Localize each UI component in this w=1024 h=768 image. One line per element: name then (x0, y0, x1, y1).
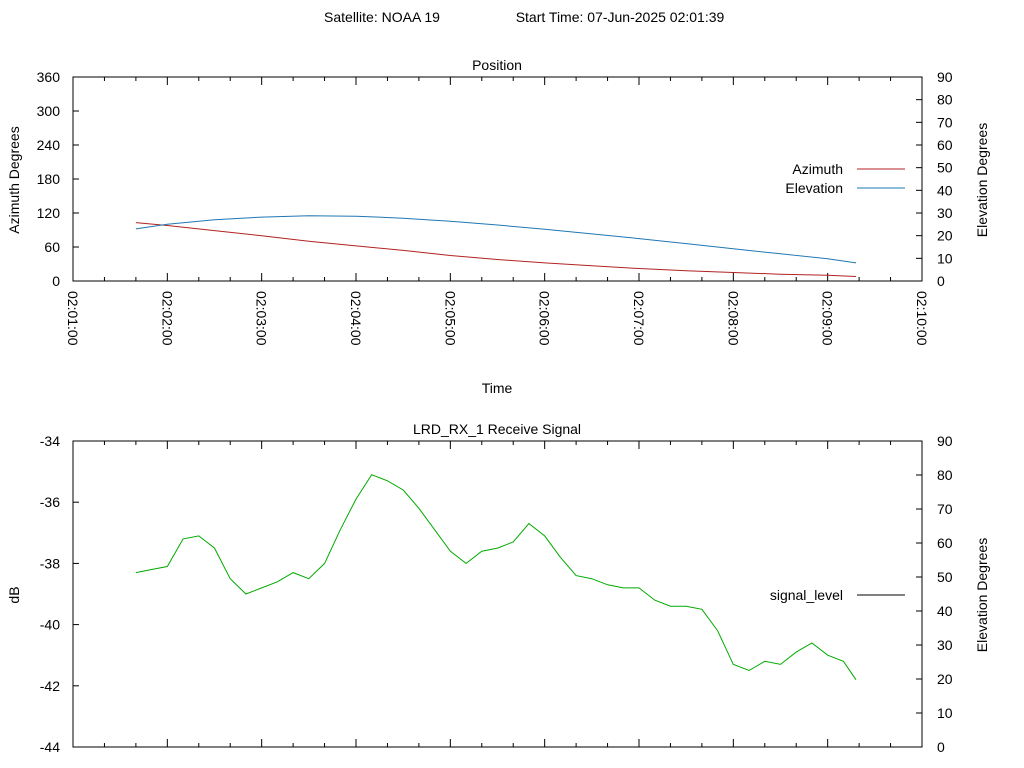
series-line-elevation (135, 215, 857, 264)
start-time-label: Start Time: 07-Jun-2025 02:01:39 (516, 9, 725, 25)
y-tick-label: -44 (40, 739, 60, 755)
signal-chart: LRD_RX_1 Receive Signal -44-42-40-38-36-… (6, 421, 990, 755)
position-title: Position (472, 57, 522, 73)
y-tick-label: -36 (40, 494, 60, 510)
y2-tick-label: 20 (937, 228, 953, 244)
y2-tick-label: 80 (937, 92, 953, 108)
x-tick-label: 02:03:00 (254, 291, 270, 346)
y2-tick-label: 50 (937, 569, 953, 585)
position-axis-ticks: 0 60 120 180 240 300 360 0 10 20 30 40 50 60 70 80 90 02:… (37, 69, 953, 346)
y2-tick-label: 20 (937, 671, 953, 687)
y-tick-label: -40 (40, 617, 60, 633)
y2-tick-label: 90 (937, 433, 953, 449)
signal-ylabel: dB (6, 586, 22, 603)
position-series-lines (135, 215, 857, 277)
legend-elevation-label: Elevation (785, 180, 843, 196)
signal-y2label: Elevation Degrees (974, 538, 990, 652)
y2-tick-label: 60 (937, 137, 953, 153)
y-tick-label: 0 (52, 273, 60, 289)
position-legend: Azimuth Elevation (785, 161, 905, 196)
y2-tick-label: 30 (937, 637, 953, 653)
x-tick-label: 02:01:00 (65, 291, 81, 346)
y-tick-label: -38 (40, 555, 60, 571)
position-plot-frame (72, 76, 923, 282)
y-tick-label: 120 (37, 205, 61, 221)
legend-azimuth-label: Azimuth (792, 161, 843, 177)
y-tick-label: 60 (44, 239, 60, 255)
signal-plot-frame (72, 440, 923, 748)
y-tick-label: -34 (40, 433, 60, 449)
satellite-label: Satellite: NOAA 19 (324, 9, 440, 25)
y-tick-label: 300 (37, 103, 61, 119)
y2-tick-label: 90 (937, 69, 953, 85)
y2-tick-label: 30 (937, 205, 953, 221)
y-tick-label: -42 (40, 678, 60, 694)
signal-legend: signal_level (770, 587, 905, 603)
y-tick-label: 240 (37, 137, 61, 153)
x-tick-label: 02:02:00 (159, 291, 175, 346)
position-ylabel: Azimuth Degrees (6, 126, 22, 233)
x-tick-label: 02:08:00 (725, 291, 741, 346)
legend-signal-label: signal_level (770, 587, 843, 603)
y2-tick-label: 10 (937, 250, 953, 266)
series-line-signal-level (135, 474, 857, 680)
signal-series-lines (135, 474, 857, 680)
y2-tick-label: 70 (937, 114, 953, 130)
y2-tick-label: 50 (937, 160, 953, 176)
signal-axis-ticks: -44 -42 -40 -38 -36 -34 0 10 20 30 40 50 60 70 80 90 (40, 433, 953, 755)
x-tick-label: 02:10:00 (914, 291, 930, 346)
y2-tick-label: 80 (937, 467, 953, 483)
signal-title: LRD_RX_1 Receive Signal (413, 421, 581, 437)
y2-tick-label: 0 (937, 739, 945, 755)
x-tick-label: 02:09:00 (820, 291, 836, 346)
y2-tick-label: 40 (937, 603, 953, 619)
y-tick-label: 360 (37, 69, 61, 85)
y2-tick-label: 40 (937, 182, 953, 198)
x-tick-label: 02:04:00 (348, 291, 364, 346)
x-tick-label: 02:07:00 (631, 291, 647, 346)
y2-tick-label: 0 (937, 273, 945, 289)
x-tick-label: 02:06:00 (537, 291, 553, 346)
y2-tick-label: 60 (937, 535, 953, 551)
position-xlabel: Time (482, 380, 513, 396)
y2-tick-label: 70 (937, 501, 953, 517)
position-y2label: Elevation Degrees (974, 123, 990, 237)
y-tick-label: 180 (37, 171, 61, 187)
series-line-azimuth (135, 222, 857, 277)
position-chart: Position 0 60 120 180 240 300 360 0 10 20 30 40 50 60… (6, 57, 990, 396)
x-tick-label: 02:05:00 (442, 291, 458, 346)
y2-tick-label: 10 (937, 705, 953, 721)
